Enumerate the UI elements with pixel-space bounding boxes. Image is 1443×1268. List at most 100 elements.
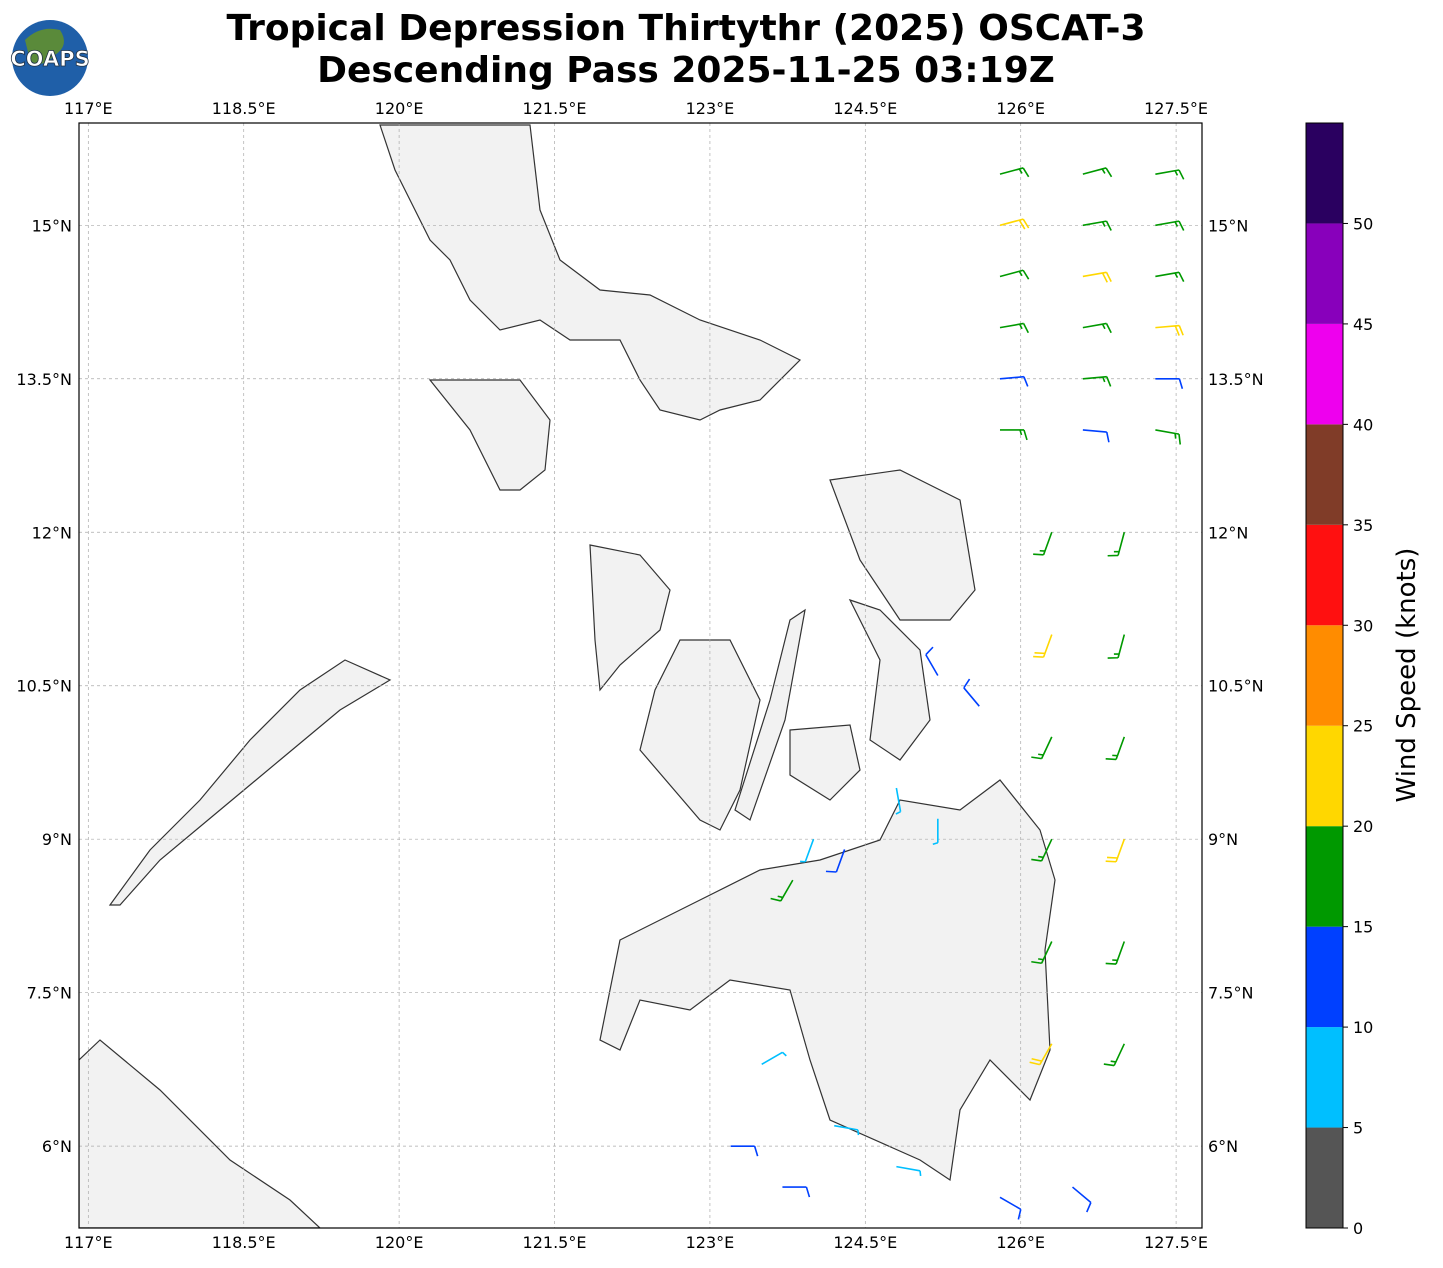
palawan — [108, 659, 392, 906]
x-tick-label-bottom: 120°E — [375, 1233, 424, 1252]
negros — [639, 639, 761, 831]
wind-barb — [1031, 838, 1053, 862]
cebu — [734, 608, 806, 821]
y-tick-label-left: 9°N — [42, 830, 72, 849]
y-tick-label-left: 7.5°N — [27, 984, 72, 1003]
samar — [829, 469, 976, 621]
y-tick-label-right: 10.5°N — [1208, 677, 1264, 696]
wind-barb — [834, 1124, 860, 1136]
x-tick-label-top: 117°E — [64, 99, 113, 118]
y-tick-label-right: 9°N — [1208, 830, 1238, 849]
y-tick-label-left: 10.5°N — [16, 677, 72, 696]
wind-barb — [1155, 429, 1182, 445]
wind-barb — [1105, 736, 1126, 761]
x-tick-label-bottom: 118.5°E — [212, 1233, 276, 1252]
colorbar-bin — [1306, 926, 1343, 1028]
colorbar-frame — [1305, 122, 1344, 1229]
wind-barb — [1155, 220, 1185, 231]
luzon — [379, 124, 802, 421]
wind-barb — [1082, 429, 1110, 443]
x-tick-label-bottom: 126°E — [996, 1233, 1045, 1252]
wind-barb — [1082, 167, 1113, 178]
leyte — [848, 598, 931, 761]
logo-text: COAPS — [10, 47, 89, 71]
wind-barb — [782, 1186, 811, 1198]
wind-barb — [800, 838, 815, 863]
x-tick-label-top: 126°E — [996, 99, 1045, 118]
wind-barb — [999, 375, 1029, 387]
wind-barb — [1105, 941, 1126, 965]
wind-barb — [896, 1165, 922, 1177]
colorbar-bin — [1306, 725, 1343, 827]
wind-barb — [1155, 271, 1185, 282]
wind-barb — [999, 429, 1028, 441]
x-tick-label-top: 121.5°E — [523, 99, 587, 118]
wind-barb — [999, 322, 1030, 334]
wind-barb — [1033, 634, 1053, 658]
wind-barb — [1029, 1043, 1053, 1066]
wind-barb — [1107, 634, 1126, 659]
wind-barb — [1155, 169, 1185, 180]
wind-barb — [1103, 1043, 1126, 1067]
wind-barb — [825, 849, 846, 873]
wind-barb — [1082, 322, 1112, 334]
y-tick-label-left: 13.5°N — [16, 370, 72, 389]
x-tick-label-bottom: 124.5°E — [833, 1233, 897, 1252]
colorbar-tick-label: 30 — [1353, 616, 1373, 635]
y-tick-label-right: 7.5°N — [1208, 984, 1253, 1003]
y-tick-label-left: 12°N — [32, 523, 72, 542]
colorbar-tick-label: 25 — [1353, 717, 1373, 736]
colorbar-bin — [1306, 1127, 1343, 1228]
colorbar-tick-label: 45 — [1353, 315, 1373, 334]
wind-barb — [1071, 1186, 1092, 1213]
wind-barb — [1082, 220, 1112, 231]
colorbar-tick-label: 15 — [1353, 918, 1373, 937]
colorbar-tick-label: 20 — [1353, 817, 1373, 836]
colorbar-tick-label: 35 — [1353, 516, 1373, 535]
x-tick-label-top: 123°E — [686, 99, 735, 118]
colorbar-tick-label: 10 — [1353, 1018, 1373, 1037]
y-tick-label-left: 15°N — [32, 216, 72, 235]
wind-barb — [1107, 532, 1126, 557]
wind-barb — [761, 1051, 787, 1065]
y-tick-label-right: 6°N — [1208, 1137, 1238, 1156]
map-frame — [78, 122, 1203, 1229]
barb-layer — [730, 167, 1185, 1220]
y-tick-label-right: 12°N — [1208, 523, 1248, 542]
panay — [589, 544, 671, 692]
mindoro — [428, 379, 551, 491]
wind-barb — [925, 646, 939, 676]
colorbar-tick-label: 5 — [1353, 1119, 1363, 1138]
colorbar-tick-label: 0 — [1353, 1219, 1363, 1238]
colorbar-tick-label: 40 — [1353, 415, 1373, 434]
wind-barb — [963, 678, 980, 707]
wind-barb — [730, 1145, 759, 1157]
grid-layer — [79, 123, 1202, 1228]
wind-barb — [770, 879, 794, 902]
colorbar-bin — [1306, 424, 1343, 525]
x-tick-label-bottom: 127.5°E — [1144, 1233, 1208, 1252]
x-tick-label-bottom: 117°E — [64, 1233, 113, 1252]
wind-barb — [999, 167, 1030, 178]
colorbar-bin — [1306, 123, 1343, 224]
y-tick-label-right: 15°N — [1208, 216, 1248, 235]
wind-barb — [1082, 271, 1112, 283]
x-tick-label-bottom: 123°E — [686, 1233, 735, 1252]
wind-barb — [999, 218, 1030, 230]
x-tick-label-top: 120°E — [375, 99, 424, 118]
y-tick-label-left: 6°N — [42, 1137, 72, 1156]
x-tick-label-top: 118.5°E — [212, 99, 276, 118]
colorbar-label: Wind Speed (knots) — [1392, 548, 1422, 803]
wind-barb — [1155, 377, 1184, 390]
y-tick-label-right: 13.5°N — [1208, 370, 1264, 389]
subtitle: Descending Pass 2025-11-25 03:19Z — [317, 50, 1055, 91]
wind-barb — [999, 269, 1030, 280]
logo-land — [25, 28, 64, 64]
bohol — [789, 724, 861, 801]
colorbar-bin — [1306, 524, 1343, 626]
x-tick-label-top: 127.5°E — [1144, 99, 1208, 118]
x-tick-label-bottom: 121.5°E — [523, 1233, 587, 1252]
colorbar-bin — [1306, 1027, 1343, 1128]
wind-barb — [999, 1196, 1022, 1220]
